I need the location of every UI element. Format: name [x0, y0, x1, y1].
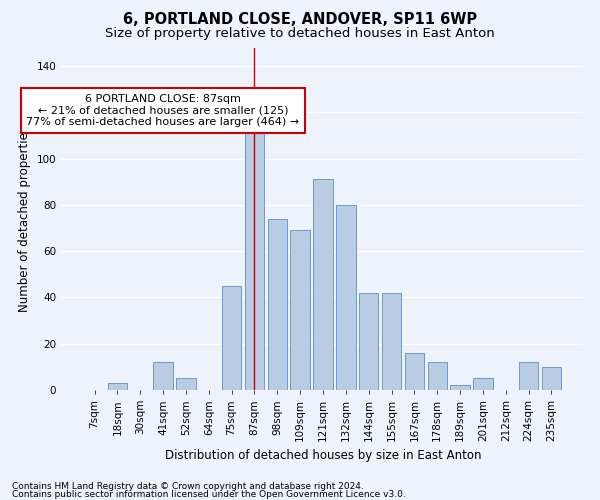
Bar [428, 362, 447, 390]
Bar [176, 378, 196, 390]
Text: Contains public sector information licensed under the Open Government Licence v3: Contains public sector information licen… [12, 490, 406, 499]
Bar [359, 293, 379, 390]
Text: Contains HM Land Registry data © Crown copyright and database right 2024.: Contains HM Land Registry data © Crown c… [12, 482, 364, 491]
Bar [473, 378, 493, 390]
Text: Size of property relative to detached houses in East Anton: Size of property relative to detached ho… [105, 28, 495, 40]
Bar [336, 205, 356, 390]
Text: 6 PORTLAND CLOSE: 87sqm
← 21% of detached houses are smaller (125)
77% of semi-d: 6 PORTLAND CLOSE: 87sqm ← 21% of detache… [26, 94, 299, 127]
Bar [222, 286, 241, 390]
Bar [154, 362, 173, 390]
Bar [245, 122, 264, 390]
Bar [519, 362, 538, 390]
Bar [268, 219, 287, 390]
X-axis label: Distribution of detached houses by size in East Anton: Distribution of detached houses by size … [165, 450, 481, 462]
Bar [382, 293, 401, 390]
Bar [107, 383, 127, 390]
Bar [313, 180, 333, 390]
Bar [451, 386, 470, 390]
Bar [290, 230, 310, 390]
Bar [542, 367, 561, 390]
Text: 6, PORTLAND CLOSE, ANDOVER, SP11 6WP: 6, PORTLAND CLOSE, ANDOVER, SP11 6WP [123, 12, 477, 28]
Y-axis label: Number of detached properties: Number of detached properties [18, 126, 31, 312]
Bar [404, 353, 424, 390]
